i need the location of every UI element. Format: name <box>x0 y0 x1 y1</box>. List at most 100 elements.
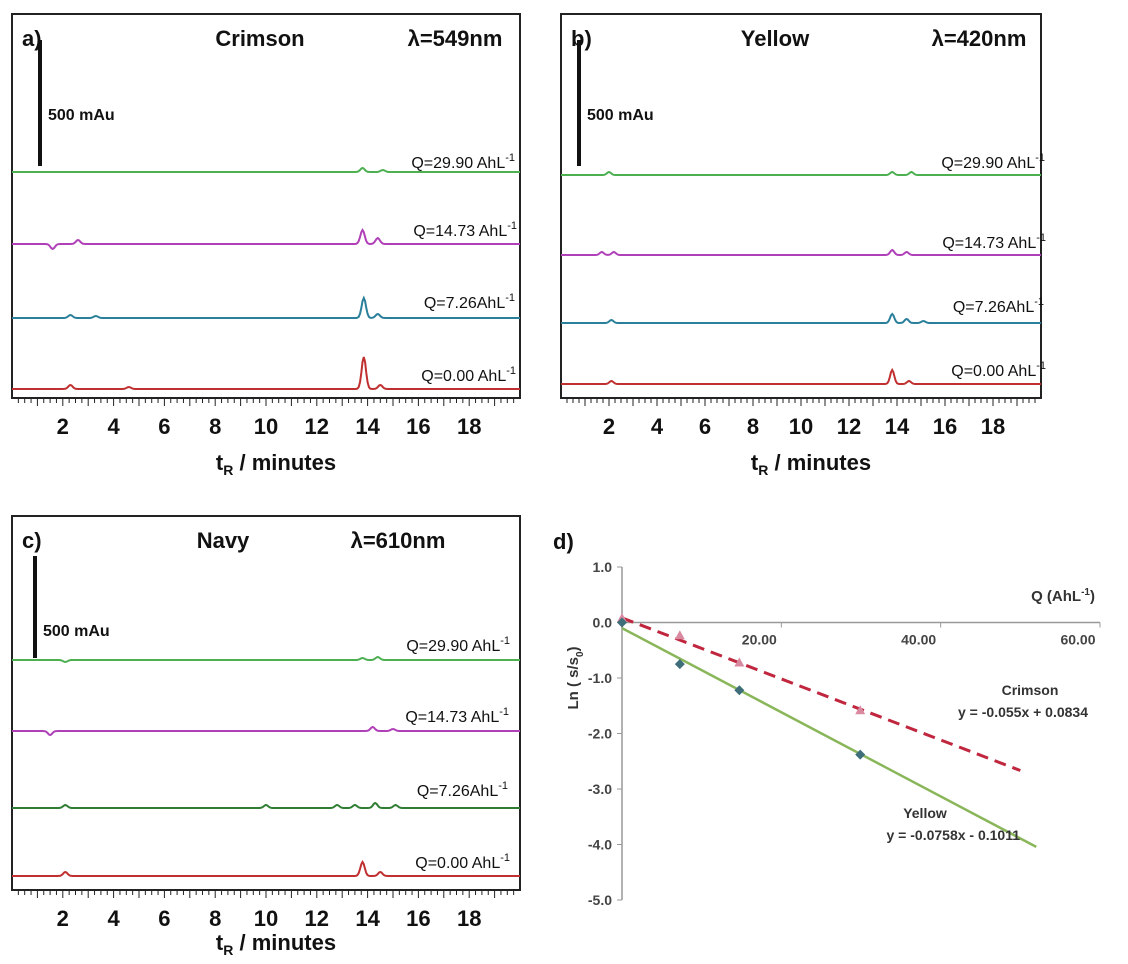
text-span: Q=7.26AhL <box>953 299 1035 316</box>
text-span: ) <box>565 646 582 651</box>
trace-label: Q=7.26AhL-1 <box>953 296 1044 316</box>
x-tick-label: 6 <box>158 906 170 931</box>
data-point <box>855 749 866 760</box>
x-tick-label: 10 <box>254 414 278 439</box>
regression-panel-d: d) 1.0 0.0 -1.0 -2.0 -3.0 -4.0 -5.0 20.00 40.00 60… <box>553 529 1101 908</box>
panel-label: a) <box>22 26 42 51</box>
text-span: R <box>758 462 768 478</box>
x-tick-label: 20.00 <box>742 632 777 648</box>
text-span: ) <box>1090 588 1095 605</box>
x-tick-label: 16 <box>406 414 430 439</box>
x-tick-label: 4 <box>107 414 120 439</box>
panel-label: b) <box>571 26 592 51</box>
x-axis-label: tR / minutes <box>751 450 871 478</box>
y-tick-label: 0.0 <box>593 615 613 631</box>
text-span: Q=0.00 AhL <box>415 855 500 872</box>
trace-line <box>12 356 520 391</box>
wavelength-label: λ=549nm <box>408 26 503 51</box>
y-axis-label: Ln ( s/s0) <box>565 646 586 709</box>
series-equation: y = -0.055x + 0.0834 <box>958 704 1088 720</box>
x-tick-label: 6 <box>699 414 711 439</box>
x-tick-label: 18 <box>457 414 481 439</box>
panel-title: Navy <box>197 528 250 553</box>
text-span: Q=14.73 AhL <box>405 709 499 726</box>
x-tick-label: 14 <box>355 414 380 439</box>
x-tick-label: 18 <box>457 906 481 931</box>
superscript: -1 <box>506 365 516 377</box>
panel-title: Yellow <box>741 26 810 51</box>
superscript: -1 <box>499 706 509 718</box>
panel-label: d) <box>553 529 574 554</box>
text-span: / minutes <box>768 450 871 475</box>
trace-label: Q=7.26AhL-1 <box>424 292 515 312</box>
text-span: Q=0.00 AhL <box>951 363 1036 380</box>
trace-line <box>561 170 1041 176</box>
text-span: Q=7.26AhL <box>424 295 506 312</box>
x-tick-label: 18 <box>981 414 1005 439</box>
trace-line <box>12 655 520 664</box>
x-tick-label: 10 <box>789 414 813 439</box>
x-tick-label: 2 <box>603 414 615 439</box>
scale-bar-label: 500 mAu <box>587 107 654 124</box>
text-span: Q=7.26AhL <box>417 783 499 800</box>
wavelength-label: λ=610nm <box>351 528 446 553</box>
data-point <box>855 705 866 715</box>
text-span: Q=0.00 AhL <box>421 368 506 385</box>
series-name: Crimson <box>1002 682 1059 698</box>
data-point <box>734 685 745 696</box>
text-span: R <box>223 942 233 958</box>
fit-line <box>621 616 1021 772</box>
x-tick-label: 10 <box>254 906 278 931</box>
y-tick-label: -4.0 <box>588 837 612 853</box>
x-tick-label: 6 <box>158 414 170 439</box>
y-tick-label: -3.0 <box>588 781 612 797</box>
trace-label: Q=14.73 AhL-1 <box>942 232 1046 252</box>
series-equation: y = -0.0758x - 0.1011 <box>887 827 1021 843</box>
x-axis-label: tR / minutes <box>216 450 336 478</box>
x-tick-label: 4 <box>107 906 120 931</box>
trace-label: Q=0.00 AhL-1 <box>415 852 510 872</box>
chromatogram-panel-b: b) Yellow λ=420nm 500 mAu Q=29.90 AhL -1 Q=14.… <box>560 13 1046 478</box>
x-tick-label: 8 <box>209 906 221 931</box>
data-point <box>674 630 685 640</box>
text-span: Q=29.90 AhL <box>941 155 1035 172</box>
text-span: Q=29.90 AhL <box>406 638 500 655</box>
x-tick-label: 8 <box>209 414 221 439</box>
x-tick-label: 16 <box>406 906 430 931</box>
plot-frame <box>11 13 521 399</box>
x-tick-label: 12 <box>305 906 329 931</box>
text-span: Q=29.90 AhL <box>411 155 505 172</box>
text-span: Ln ( s/s <box>565 657 582 710</box>
y-tick-label: -1.0 <box>588 670 612 686</box>
superscript: -1 <box>505 152 515 164</box>
trace-line <box>12 166 520 173</box>
x-tick-label: 2 <box>57 906 69 931</box>
trace-line <box>561 312 1041 325</box>
trace-label: Q=7.26AhL-1 <box>417 780 508 800</box>
x-tick-label: 12 <box>305 414 329 439</box>
text-span: -1 <box>1081 587 1090 598</box>
y-tick-label: -2.0 <box>588 726 612 742</box>
trace-label: Q=29.90 AhL-1 <box>406 635 510 655</box>
wavelength-label: λ=420nm <box>932 26 1027 51</box>
text-span: t <box>216 930 224 955</box>
scale-bar-label: 500 mAu <box>48 107 115 124</box>
y-tick-label: -5.0 <box>588 892 612 908</box>
text-span: t <box>751 450 759 475</box>
x-axis-label: Q (AhL-1) <box>1031 587 1095 605</box>
x-tick-label: 14 <box>885 414 910 439</box>
plot-frame <box>560 13 1042 399</box>
data-point <box>734 657 745 667</box>
x-tick-label: 16 <box>933 414 957 439</box>
superscript: -1 <box>507 220 517 232</box>
superscript: -1 <box>1036 360 1046 372</box>
trace-line <box>12 801 520 809</box>
fit-line <box>621 627 1037 848</box>
superscript: -1 <box>1034 296 1044 308</box>
text-span: t <box>216 450 224 475</box>
trace-label: Q=14.73 AhL-1 <box>413 220 517 240</box>
superscript: -1 <box>500 852 510 864</box>
